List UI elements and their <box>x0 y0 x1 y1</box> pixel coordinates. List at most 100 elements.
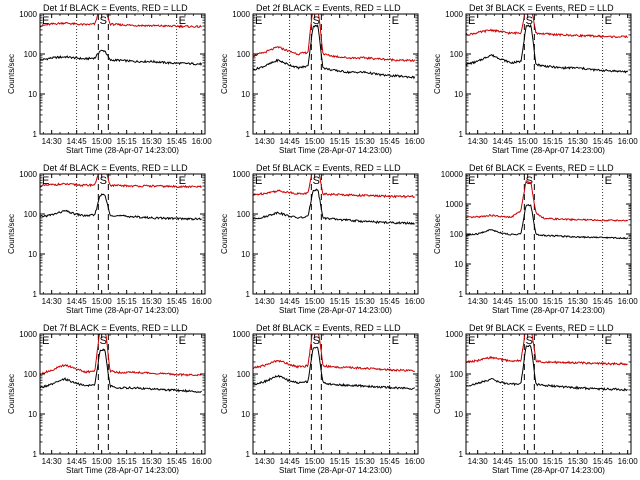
y-tick-label: 100 <box>237 50 251 59</box>
y-tick-label: 10 <box>28 250 37 259</box>
series-line-lld <box>39 173 203 189</box>
y-tick-label: 1000 <box>445 200 463 209</box>
y-tick-label: 10 <box>454 90 463 99</box>
y-tick-label: 10 <box>28 90 37 99</box>
y-tick-label: 1000 <box>19 330 37 339</box>
x-axis-label: Start Time (28-Apr-07 14:23:00) <box>279 146 392 155</box>
x-axis-label: Start Time (28-Apr-07 14:23:00) <box>66 466 179 475</box>
x-tick-label: 14:30 <box>468 457 489 466</box>
marker-label-e: E <box>605 335 612 347</box>
x-tick-label: 15:00 <box>92 457 113 466</box>
marker-label-e: E <box>392 175 399 187</box>
series-line-lld <box>252 173 416 199</box>
y-axis-label: Counts/sec <box>433 214 442 254</box>
x-tick-label: 15:00 <box>305 457 326 466</box>
x-tick-label: 14:30 <box>468 137 489 146</box>
marker-label-e: E <box>42 175 49 187</box>
marker-label-e: E <box>605 175 612 187</box>
y-tick-label: 1 <box>459 130 464 139</box>
plot-panel-3: Det 3f BLACK = Events, RED = LLD E S E 1 10 10… <box>433 3 638 155</box>
y-tick-label: 1000 <box>445 10 463 19</box>
y-tick-label: 1 <box>246 130 251 139</box>
y-axis-label: Counts/sec <box>433 374 442 414</box>
plot-panel-7: Det 7f BLACK = Events, RED = LLD E S E 1 10 10… <box>7 323 212 475</box>
x-tick-label: 15:30 <box>142 137 163 146</box>
plot-panel-5: Det 5f BLACK = Events, RED = LLD E S E 1 10 10… <box>220 163 425 315</box>
plot-title: Det 4f BLACK = Events, RED = LLD <box>43 163 188 173</box>
y-tick-label: 10 <box>241 90 250 99</box>
plot-frame <box>39 333 206 455</box>
y-tick-label: 100 <box>450 50 464 59</box>
x-tick-label: 15:00 <box>518 297 539 306</box>
y-tick-label: 1 <box>459 450 464 459</box>
plot-title: Det 2f BLACK = Events, RED = LLD <box>256 3 401 13</box>
x-tick-label: 14:30 <box>255 457 276 466</box>
series-line-lld <box>252 13 416 63</box>
x-tick-label: 15:30 <box>142 457 163 466</box>
plot-title: Det 5f BLACK = Events, RED = LLD <box>256 163 401 173</box>
x-tick-label: 15:00 <box>92 297 113 306</box>
y-tick-label: 100 <box>450 370 464 379</box>
series-line-lld <box>465 180 629 222</box>
x-tick-label: 15:00 <box>92 137 113 146</box>
x-tick-label: 15:45 <box>380 457 401 466</box>
x-tick-label: 15:45 <box>167 457 188 466</box>
x-tick-label: 14:45 <box>493 457 514 466</box>
marker-label-e: E <box>468 175 475 187</box>
x-tick-label: 16:00 <box>192 137 213 146</box>
plot-title: Det 6f BLACK = Events, RED = LLD <box>469 163 614 173</box>
x-tick-label: 15:15 <box>330 297 351 306</box>
marker-label-e: E <box>392 335 399 347</box>
marker-label-s: S <box>100 15 107 27</box>
marker-label-e: E <box>468 15 475 27</box>
y-tick-label: 1000 <box>445 330 463 339</box>
x-tick-label: 14:45 <box>280 137 301 146</box>
marker-label-e: E <box>42 335 49 347</box>
marker-label-e: E <box>255 15 262 27</box>
series-line-events <box>39 49 203 66</box>
y-axis-label: Counts/sec <box>433 54 442 94</box>
plot-title: Det 7f BLACK = Events, RED = LLD <box>43 323 188 333</box>
x-tick-label: 14:30 <box>42 297 63 306</box>
x-axis-label: Start Time (28-Apr-07 14:23:00) <box>66 146 179 155</box>
x-tick-label: 15:30 <box>142 297 163 306</box>
marker-label-e: E <box>255 175 262 187</box>
marker-label-s: S <box>313 335 320 347</box>
x-tick-label: 14:45 <box>67 137 88 146</box>
y-tick-label: 1000 <box>232 170 250 179</box>
y-axis-label: Counts/sec <box>7 374 16 414</box>
series-line-events <box>465 344 628 392</box>
y-tick-label: 10 <box>241 410 250 419</box>
x-tick-label: 15:00 <box>518 137 539 146</box>
plot-title: Det 1f BLACK = Events, RED = LLD <box>43 3 188 13</box>
x-tick-label: 16:00 <box>192 297 213 306</box>
y-axis-label: Counts/sec <box>7 214 16 254</box>
y-axis-label: Counts/sec <box>220 374 229 414</box>
x-tick-label: 14:45 <box>493 297 514 306</box>
y-tick-label: 1 <box>459 290 464 299</box>
x-tick-label: 15:45 <box>380 297 401 306</box>
x-tick-label: 15:30 <box>568 137 589 146</box>
plot-panel-9: Det 9f BLACK = Events, RED = LLD E S E 1 10 10… <box>433 323 638 475</box>
x-tick-label: 14:45 <box>67 297 88 306</box>
x-tick-label: 15:00 <box>305 297 326 306</box>
x-tick-label: 15:45 <box>593 457 614 466</box>
x-tick-label: 15:15 <box>117 457 138 466</box>
x-tick-label: 15:45 <box>167 137 188 146</box>
marker-label-e: E <box>179 335 186 347</box>
plot-title: Det 9f BLACK = Events, RED = LLD <box>469 323 614 333</box>
x-tick-label: 15:45 <box>167 297 188 306</box>
plot-panel-6: Det 6f BLACK = Events, RED = LLD E S E 1 10 10… <box>433 163 638 315</box>
x-tick-label: 16:00 <box>405 137 426 146</box>
plot-title: Det 8f BLACK = Events, RED = LLD <box>256 323 401 333</box>
marker-label-s: S <box>100 335 107 347</box>
x-tick-label: 16:00 <box>618 137 639 146</box>
y-tick-label: 10 <box>454 260 463 269</box>
series-line-events <box>465 204 629 240</box>
y-tick-label: 10 <box>241 250 250 259</box>
plot-frame <box>465 333 632 455</box>
x-tick-label: 15:30 <box>568 457 589 466</box>
plot-panel-8: Det 8f BLACK = Events, RED = LLD E S E 1 10 10… <box>220 323 425 475</box>
x-tick-label: 15:30 <box>355 297 376 306</box>
